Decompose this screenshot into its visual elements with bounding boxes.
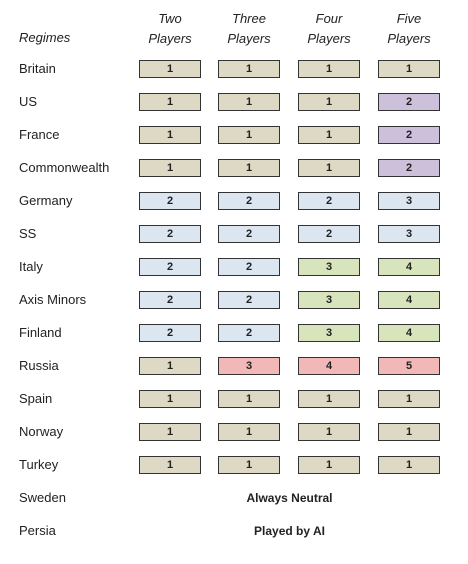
value-cell: 2	[218, 192, 280, 210]
header-line-1: Three	[232, 11, 266, 26]
value-cell: 5	[378, 357, 440, 375]
three-players-header: Three Players	[214, 9, 284, 49]
value-cell: 1	[298, 60, 360, 78]
note-text: Always Neutral	[246, 491, 333, 505]
value-cell: 1	[139, 357, 201, 375]
header-line-1: Two	[158, 11, 182, 26]
value-cell: 1	[139, 60, 201, 78]
value-cell: 1	[139, 93, 201, 111]
value-cell: 4	[378, 258, 440, 276]
value-cell: 1	[378, 423, 440, 441]
value-cell: 2	[298, 225, 360, 243]
value-cell: 1	[218, 456, 280, 474]
row-label: Italy	[19, 259, 43, 274]
header-line-2: Players	[387, 31, 431, 46]
regimes-header: Regimes	[19, 30, 71, 45]
header-line-1: Four	[315, 11, 343, 26]
value-cell: 1	[298, 93, 360, 111]
value-cell: 1	[378, 60, 440, 78]
value-cell: 3	[378, 192, 440, 210]
value-cell: 2	[218, 324, 280, 342]
value-cell: 1	[139, 390, 201, 408]
value-cell: 2	[139, 258, 201, 276]
value-cell: 1	[298, 456, 360, 474]
value-cell: 1	[298, 423, 360, 441]
value-cell: 2	[139, 192, 201, 210]
value-cell: 1	[218, 390, 280, 408]
header-line-2: Players	[307, 31, 351, 46]
value-cell: 1	[298, 126, 360, 144]
row-label: France	[19, 127, 60, 142]
value-cell: 1	[218, 126, 280, 144]
value-cell: 2	[378, 93, 440, 111]
value-cell: 1	[139, 456, 201, 474]
value-cell: 3	[298, 324, 360, 342]
value-cell: 2	[298, 192, 360, 210]
value-cell: 1	[298, 390, 360, 408]
note-text: Played by AI	[254, 524, 325, 538]
header-line-1: Five	[396, 11, 422, 26]
header-line-2: Players	[148, 31, 192, 46]
value-cell: 3	[298, 291, 360, 309]
value-cell: 2	[139, 225, 201, 243]
value-cell: 2	[218, 258, 280, 276]
value-cell: 1	[218, 159, 280, 177]
value-cell: 1	[378, 390, 440, 408]
value-cell: 1	[298, 159, 360, 177]
note-row-label: Sweden	[19, 490, 66, 505]
row-label: Britain	[19, 61, 56, 76]
value-cell: 1	[218, 93, 280, 111]
value-cell: 2	[218, 291, 280, 309]
row-label: Spain	[19, 391, 53, 406]
row-label: SS	[19, 226, 37, 241]
value-cell: 1	[378, 456, 440, 474]
value-cell: 2	[218, 225, 280, 243]
two-players-header: Two Players	[135, 9, 205, 49]
row-label: Axis Minors	[19, 292, 87, 307]
value-cell: 3	[298, 258, 360, 276]
four-players-header: Four Players	[294, 9, 364, 49]
value-cell: 4	[298, 357, 360, 375]
value-cell: 2	[378, 126, 440, 144]
value-cell: 1	[139, 423, 201, 441]
row-label: Commonwealth	[19, 160, 110, 175]
row-label: Russia	[19, 358, 59, 373]
value-cell: 2	[378, 159, 440, 177]
value-cell: 1	[218, 60, 280, 78]
note-row-label: Persia	[19, 523, 56, 538]
value-cell: 4	[378, 324, 440, 342]
value-cell: 1	[139, 159, 201, 177]
five-players-header: Five Players	[374, 9, 444, 49]
value-cell: 2	[139, 324, 201, 342]
value-cell: 4	[378, 291, 440, 309]
value-cell: 1	[139, 126, 201, 144]
row-label: Norway	[19, 424, 64, 439]
value-cell: 2	[139, 291, 201, 309]
header-line-2: Players	[227, 31, 271, 46]
row-label: Turkey	[19, 457, 59, 472]
row-label: US	[19, 94, 38, 109]
row-label: Germany	[19, 193, 73, 208]
value-cell: 3	[378, 225, 440, 243]
row-label: Finland	[19, 325, 62, 340]
value-cell: 3	[218, 357, 280, 375]
value-cell: 1	[218, 423, 280, 441]
